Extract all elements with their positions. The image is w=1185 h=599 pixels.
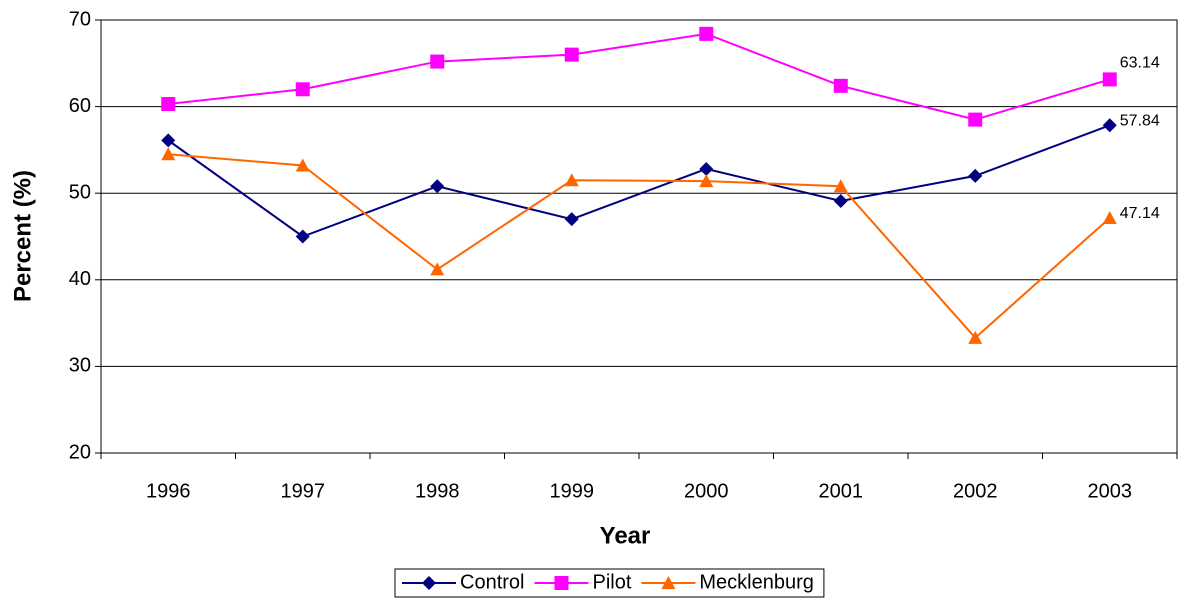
x-axis-title: Year (600, 522, 651, 549)
marker (422, 576, 436, 590)
marker (161, 97, 176, 112)
x-tick-label: 1997 (281, 480, 326, 502)
marker (564, 173, 579, 187)
marker (968, 168, 983, 183)
marker (161, 147, 176, 161)
x-tick-label: 2003 (1088, 480, 1133, 502)
marker (564, 47, 579, 62)
marker (430, 262, 445, 276)
value-label: 63.14 (1120, 55, 1160, 72)
marker (295, 229, 310, 244)
marker (699, 174, 714, 188)
marker (833, 193, 848, 208)
marker (1102, 210, 1117, 224)
y-tick-label: 70 (69, 8, 91, 30)
x-tick-label: 1999 (550, 480, 595, 502)
marker (833, 78, 848, 93)
value-label: 57.84 (1120, 113, 1160, 130)
marker (699, 161, 714, 176)
x-tick-label: 2002 (953, 480, 998, 502)
marker (968, 330, 983, 344)
legend-label: Pilot (592, 571, 631, 593)
marker (295, 82, 310, 97)
marker (1102, 118, 1117, 133)
marker (1102, 72, 1117, 87)
series-line (168, 32, 1111, 121)
marker (661, 576, 676, 589)
marker (699, 26, 714, 41)
marker (295, 158, 310, 172)
y-tick-label: 50 (69, 181, 91, 203)
y-tick-label: 30 (69, 355, 91, 377)
y-axis-title: Percent (%) (9, 170, 36, 302)
series-line (167, 124, 1111, 238)
x-tick-label: 1998 (415, 480, 460, 502)
x-tick-label: 2000 (684, 480, 729, 502)
marker (430, 179, 445, 194)
marker (968, 112, 983, 127)
y-tick-label: 20 (69, 441, 91, 463)
marker (833, 179, 848, 193)
legend-label: Mecklenburg (699, 571, 814, 593)
legend: Control Pilot Mecklenburg (394, 568, 825, 598)
marker (554, 576, 569, 590)
legend-label: Control (460, 571, 524, 593)
marker (430, 54, 445, 69)
x-tick-label: 1996 (146, 480, 191, 502)
plot-frame (100, 19, 1178, 454)
series-line (168, 153, 1111, 340)
legend-box (394, 568, 825, 598)
marker (161, 133, 176, 148)
value-label: 47.14 (1120, 205, 1160, 222)
y-tick-label: 40 (69, 268, 91, 290)
marker (564, 212, 579, 227)
y-tick-label: 60 (69, 95, 91, 117)
x-tick-label: 2001 (819, 480, 864, 502)
